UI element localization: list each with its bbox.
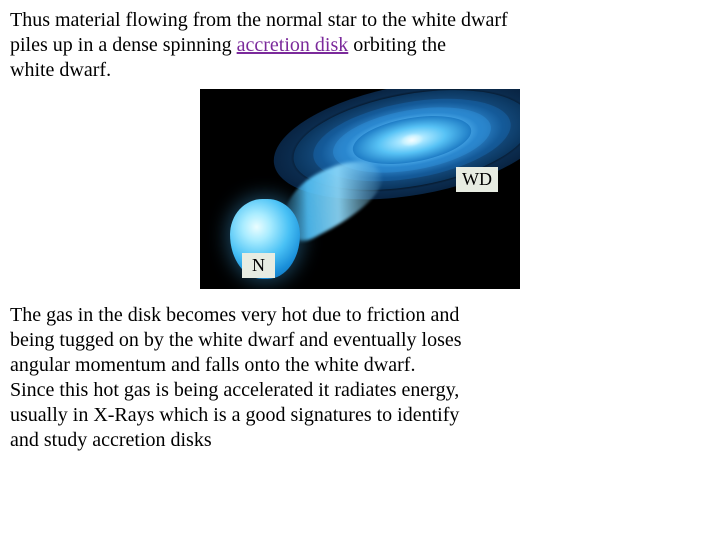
figure-container: WD N <box>10 89 710 289</box>
explanation-paragraph: The gas in the disk becomes very hot due… <box>10 303 710 453</box>
white-dwarf-label: WD <box>456 167 498 192</box>
accretion-disk-figure: WD N <box>200 89 520 289</box>
accretion-disk-link[interactable]: accretion disk <box>237 34 349 56</box>
normal-star-label: N <box>242 253 275 278</box>
intro-paragraph: Thus material flowing from the normal st… <box>10 8 710 83</box>
